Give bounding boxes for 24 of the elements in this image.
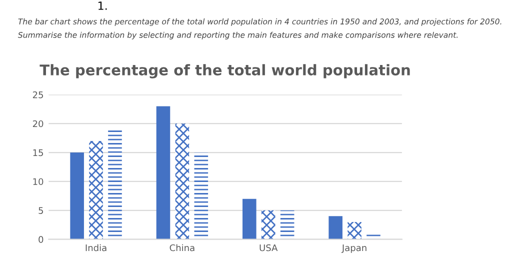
bar	[175, 124, 190, 240]
y-tick-label: 5	[38, 207, 43, 214]
bar	[366, 234, 380, 240]
y-tick-label: 10	[33, 178, 44, 186]
bar	[108, 129, 122, 240]
bar	[261, 210, 276, 240]
y-tick-label: 15	[33, 149, 43, 156]
x-tick-label: China	[170, 244, 194, 252]
y-tick-label: 0	[38, 236, 44, 243]
bar	[280, 210, 294, 240]
x-tick-label: India	[86, 244, 106, 252]
bar	[156, 106, 170, 240]
chart-title: The percentage of the total world population	[40, 64, 410, 78]
x-tick-label: USA	[260, 244, 278, 252]
y-tick-label: 25	[32, 91, 43, 98]
bar	[242, 198, 256, 240]
bar	[194, 152, 208, 240]
bar	[70, 152, 84, 240]
text: 1.	[98, 2, 107, 10]
bar	[328, 216, 342, 240]
bar	[348, 222, 362, 240]
bar	[89, 140, 103, 240]
y-tick-label: 20	[32, 120, 44, 128]
x-tick-label: Japan	[341, 244, 366, 253]
